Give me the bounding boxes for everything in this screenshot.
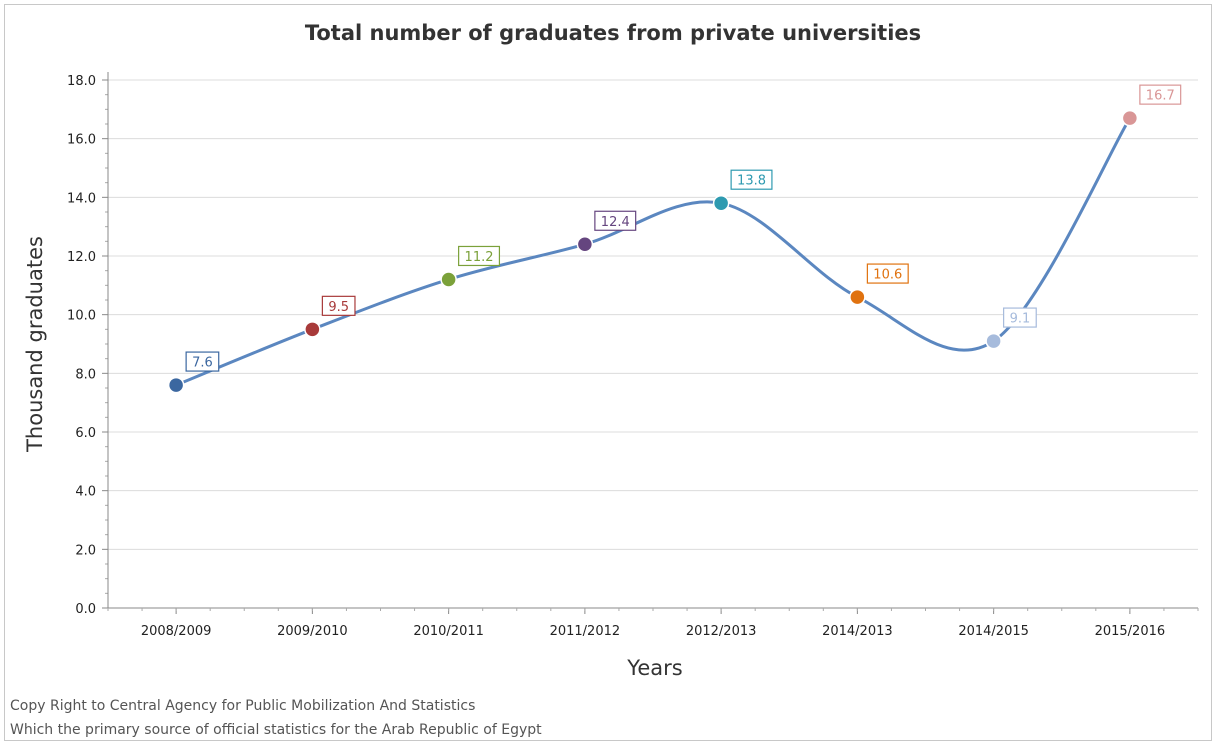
y-tick-label: 2.0 <box>75 543 96 558</box>
x-tick-label: 2009/2010 <box>277 624 348 639</box>
data-label-box <box>458 245 501 267</box>
y-axis-title: Thousand graduates <box>23 236 47 453</box>
data-labels: 7.6 9.5 11.2 12.4 13.8 10.6 9.1 16.7 <box>185 84 1182 372</box>
y-tick-label: 6.0 <box>75 426 96 441</box>
data-label-box <box>866 263 909 284</box>
x-tick-label: 2008/2009 <box>141 624 212 639</box>
x-tick-label: 2012/2013 <box>686 624 757 639</box>
data-points <box>167 109 1139 394</box>
x-axis: 2008/2009 2009/2010 2010/2011 2011/2012 2012… <box>107 607 1199 639</box>
data-label-box <box>321 295 356 316</box>
data-label-box <box>185 351 220 372</box>
data-label-box <box>594 210 637 231</box>
y-tick-label: 4.0 <box>75 485 96 500</box>
data-point <box>985 332 1002 350</box>
data-point <box>167 376 185 394</box>
data-label: 7.6 <box>192 356 213 371</box>
x-tick-label: 2014/2013 <box>822 624 893 639</box>
x-tick-label: 2011/2012 <box>550 624 621 639</box>
data-label: 9.5 <box>328 300 349 315</box>
data-label: 10.6 <box>873 268 902 283</box>
chart-title: Total number of graduates from private u… <box>305 21 921 45</box>
data-point <box>576 236 594 253</box>
data-label: 12.4 <box>601 215 630 230</box>
data-label-box <box>1003 307 1037 328</box>
data-label-box <box>730 169 773 190</box>
y-axis: 0.0 2.0 4.0 6.0 8.0 10.0 12.0 14.0 16.0 18.0 <box>67 72 109 617</box>
x-tick-label: 2010/2011 <box>413 624 484 639</box>
y-tick-label: 10.0 <box>67 309 96 324</box>
copyright-line: Copy Right to Central Agency for Public … <box>10 698 476 714</box>
y-tick-label: 18.0 <box>67 74 96 89</box>
data-point <box>440 271 457 288</box>
data-point <box>304 321 321 338</box>
y-tick-label: 8.0 <box>75 367 96 382</box>
data-label: 16.7 <box>1146 89 1175 104</box>
x-tick-label: 2015/2016 <box>1095 624 1166 639</box>
x-axis-title: Years <box>626 656 682 680</box>
data-label: 9.1 <box>1010 312 1031 327</box>
data-point <box>849 288 866 306</box>
y-tick-label: 0.0 <box>75 602 96 617</box>
data-label: 13.8 <box>737 174 766 189</box>
gridlines <box>108 79 1198 609</box>
data-point <box>712 194 730 212</box>
data-label-box <box>1139 84 1182 105</box>
x-tick-label: 2014/2015 <box>958 624 1029 639</box>
y-tick-label: 14.0 <box>67 191 96 206</box>
data-label: 11.2 <box>465 250 494 265</box>
y-tick-label: 16.0 <box>67 133 96 148</box>
source-line: Which the primary source of official sta… <box>10 722 542 738</box>
data-point <box>1121 109 1139 127</box>
y-tick-label: 12.0 <box>67 250 96 265</box>
